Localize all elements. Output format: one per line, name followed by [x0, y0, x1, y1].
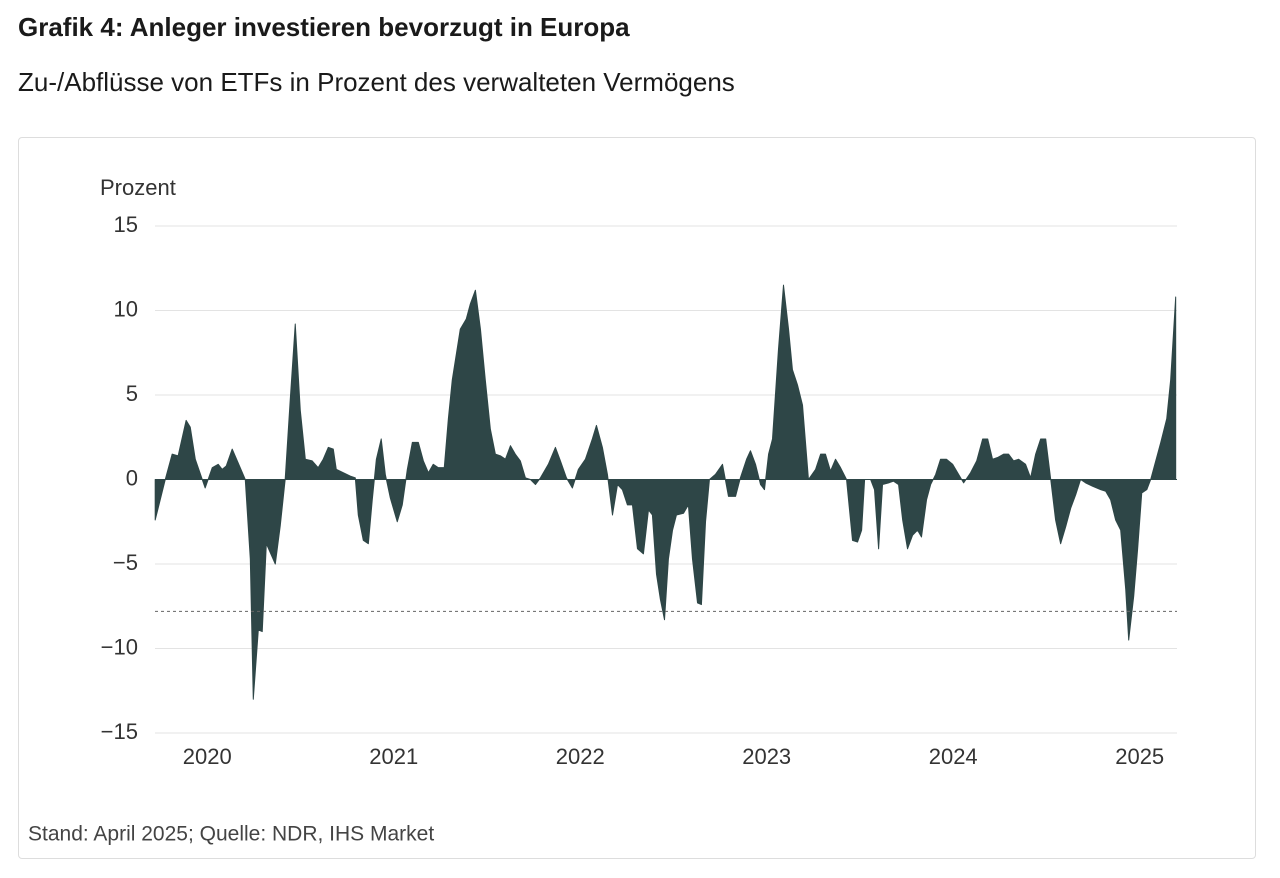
- y-tick-label: 5: [126, 381, 138, 406]
- y-tick-label: 10: [114, 296, 138, 321]
- x-tick-label: 2021: [369, 744, 418, 769]
- header: Grafik 4: Anleger investieren bevorzugt …: [18, 8, 1258, 101]
- chart-title: Grafik 4: Anleger investieren bevorzugt …: [18, 12, 630, 42]
- y-tick-label: 15: [114, 212, 138, 237]
- x-tick-label: 2020: [183, 744, 232, 769]
- chart-subtitle: Zu-/Abflüsse von ETFs in Prozent des ver…: [18, 67, 735, 97]
- y-tick-label: −10: [101, 634, 138, 659]
- chart-card: [18, 137, 1256, 859]
- y-axis-label: Prozent: [100, 175, 176, 200]
- x-tick-label: 2025: [1115, 744, 1164, 769]
- y-tick-label: −15: [101, 719, 138, 744]
- area: [154, 284, 1177, 700]
- footnote: Stand: April 2025; Quelle: NDR, IHS Mark…: [28, 823, 434, 846]
- y-tick-label: −5: [113, 550, 138, 575]
- x-tick-label: 2023: [742, 744, 791, 769]
- y-tick-label: 0: [126, 465, 138, 490]
- x-tick-label: 2022: [556, 744, 605, 769]
- x-tick-label: 2024: [929, 744, 978, 769]
